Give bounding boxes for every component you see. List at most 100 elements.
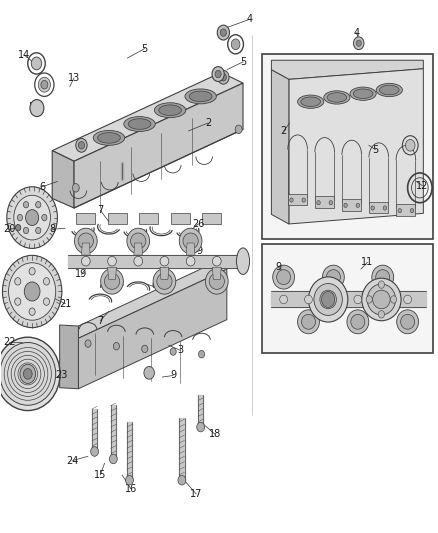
Circle shape (218, 70, 229, 84)
Text: 14: 14 (18, 50, 30, 60)
Ellipse shape (347, 310, 369, 334)
Polygon shape (68, 255, 240, 268)
Circle shape (72, 183, 79, 192)
Ellipse shape (379, 85, 399, 95)
FancyBboxPatch shape (262, 244, 433, 353)
Ellipse shape (179, 228, 202, 254)
Ellipse shape (351, 314, 365, 329)
Ellipse shape (322, 265, 344, 289)
Circle shape (353, 37, 364, 50)
Ellipse shape (372, 265, 394, 289)
Ellipse shape (324, 91, 350, 104)
Ellipse shape (189, 91, 212, 102)
Circle shape (317, 200, 320, 205)
Circle shape (391, 296, 397, 303)
Circle shape (329, 200, 332, 205)
Text: 22: 22 (3, 337, 16, 347)
Text: 20: 20 (3, 224, 16, 235)
Ellipse shape (297, 310, 319, 334)
Circle shape (35, 227, 41, 233)
Polygon shape (369, 201, 389, 213)
Text: 11: 11 (361, 257, 374, 267)
Ellipse shape (159, 105, 181, 116)
Circle shape (9, 263, 56, 320)
Ellipse shape (362, 278, 401, 321)
Text: 2: 2 (205, 118, 211, 128)
Circle shape (43, 278, 49, 285)
Circle shape (366, 296, 372, 303)
Text: 8: 8 (154, 283, 160, 293)
Polygon shape (272, 70, 289, 224)
Circle shape (302, 198, 305, 202)
Text: 17: 17 (190, 489, 202, 499)
Circle shape (38, 77, 50, 92)
Text: 3: 3 (177, 345, 184, 356)
Ellipse shape (128, 119, 151, 130)
Circle shape (35, 201, 41, 208)
Polygon shape (92, 409, 97, 451)
Ellipse shape (153, 269, 176, 294)
Circle shape (220, 74, 226, 81)
Text: 6: 6 (39, 182, 45, 192)
Polygon shape (160, 267, 169, 279)
Ellipse shape (93, 131, 125, 146)
Circle shape (410, 208, 414, 213)
Text: 4: 4 (353, 28, 360, 38)
Circle shape (24, 282, 40, 301)
Circle shape (113, 343, 120, 350)
Circle shape (29, 268, 35, 275)
Polygon shape (198, 395, 203, 427)
Polygon shape (81, 243, 90, 255)
Polygon shape (78, 257, 227, 338)
Circle shape (178, 475, 186, 485)
Circle shape (170, 348, 176, 356)
Ellipse shape (327, 93, 347, 102)
Polygon shape (52, 72, 243, 161)
Polygon shape (108, 213, 127, 224)
Ellipse shape (326, 270, 340, 285)
Ellipse shape (134, 256, 143, 266)
Ellipse shape (205, 269, 228, 294)
Ellipse shape (379, 295, 387, 304)
Ellipse shape (0, 343, 56, 405)
Text: 5: 5 (141, 44, 148, 53)
Ellipse shape (304, 295, 312, 304)
Ellipse shape (329, 295, 337, 304)
Ellipse shape (354, 295, 362, 304)
Circle shape (15, 224, 21, 231)
Circle shape (198, 351, 205, 358)
Ellipse shape (101, 269, 124, 294)
Circle shape (235, 125, 242, 134)
Polygon shape (202, 213, 221, 224)
Circle shape (91, 447, 99, 456)
Text: 21: 21 (59, 298, 71, 309)
Circle shape (212, 67, 224, 82)
Polygon shape (396, 204, 416, 216)
Ellipse shape (78, 233, 93, 249)
Circle shape (41, 80, 48, 89)
Polygon shape (315, 196, 334, 208)
Polygon shape (127, 422, 132, 480)
Text: 10: 10 (324, 279, 336, 288)
Circle shape (85, 340, 91, 348)
Text: 13: 13 (68, 73, 80, 83)
Circle shape (14, 195, 50, 240)
Circle shape (43, 298, 49, 305)
Circle shape (344, 203, 347, 207)
Text: 12: 12 (416, 181, 429, 191)
Circle shape (215, 70, 221, 78)
Text: 23: 23 (55, 370, 67, 381)
Ellipse shape (157, 273, 172, 289)
Ellipse shape (280, 295, 288, 304)
Circle shape (3, 255, 62, 328)
Text: 4: 4 (247, 14, 253, 25)
Circle shape (29, 308, 35, 316)
Circle shape (378, 311, 385, 318)
Ellipse shape (297, 95, 324, 108)
Ellipse shape (301, 314, 315, 329)
Circle shape (383, 206, 387, 210)
Polygon shape (78, 269, 227, 389)
Polygon shape (170, 213, 190, 224)
Circle shape (25, 209, 39, 225)
Circle shape (290, 198, 293, 202)
